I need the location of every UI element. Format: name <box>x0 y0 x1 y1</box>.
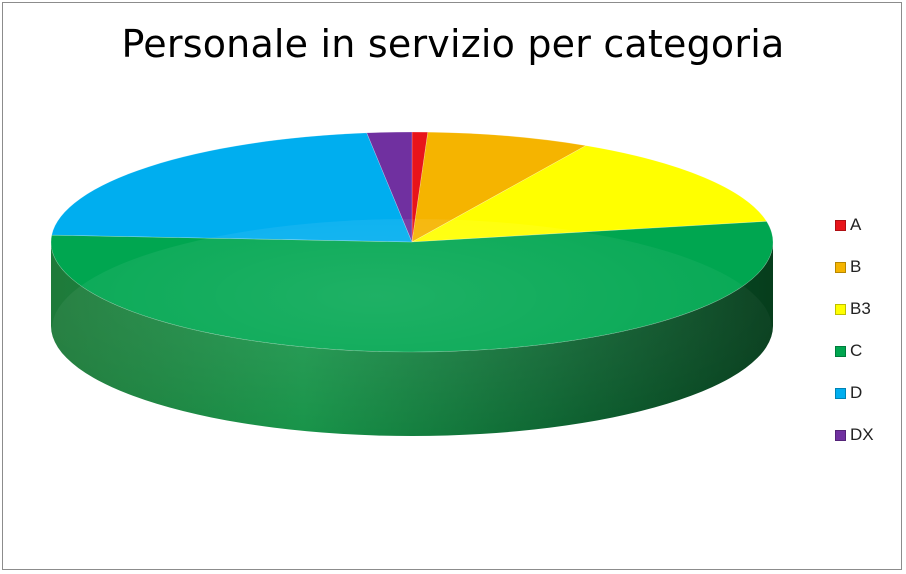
legend-label: A <box>850 215 862 234</box>
pie-slice-b3[interactable] <box>411 145 768 243</box>
pie-slice-a[interactable] <box>411 131 429 243</box>
legend-item-a: A <box>835 204 874 246</box>
legend-swatch <box>835 387 846 399</box>
legend-swatch <box>835 303 846 315</box>
legend-label: C <box>850 341 863 360</box>
legend-swatch <box>835 429 846 441</box>
legend-item-dx: DX <box>835 414 874 456</box>
pie-slice-dx[interactable] <box>366 131 413 243</box>
legend-swatch <box>835 261 846 273</box>
legend-item-b3: B3 <box>835 288 874 330</box>
legend-label: B3 <box>850 299 871 318</box>
chart-legend: A B B3 C D DX <box>835 204 874 456</box>
legend-item-d: D <box>835 372 874 414</box>
legend-item-c: C <box>835 330 874 372</box>
legend-label: DX <box>850 425 874 444</box>
pie-slice-d[interactable] <box>51 132 413 243</box>
chart-title: Personale in servizio per categoria <box>121 22 785 66</box>
legend-swatch <box>835 345 846 357</box>
legend-swatch <box>835 219 846 231</box>
legend-label: D <box>850 383 863 402</box>
legend-item-b: B <box>835 246 874 288</box>
legend-label: B <box>850 257 862 276</box>
pie-slice-b[interactable] <box>411 131 587 243</box>
